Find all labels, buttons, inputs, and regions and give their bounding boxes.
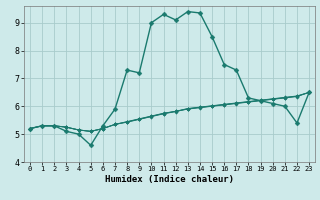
X-axis label: Humidex (Indice chaleur): Humidex (Indice chaleur) [105, 175, 234, 184]
